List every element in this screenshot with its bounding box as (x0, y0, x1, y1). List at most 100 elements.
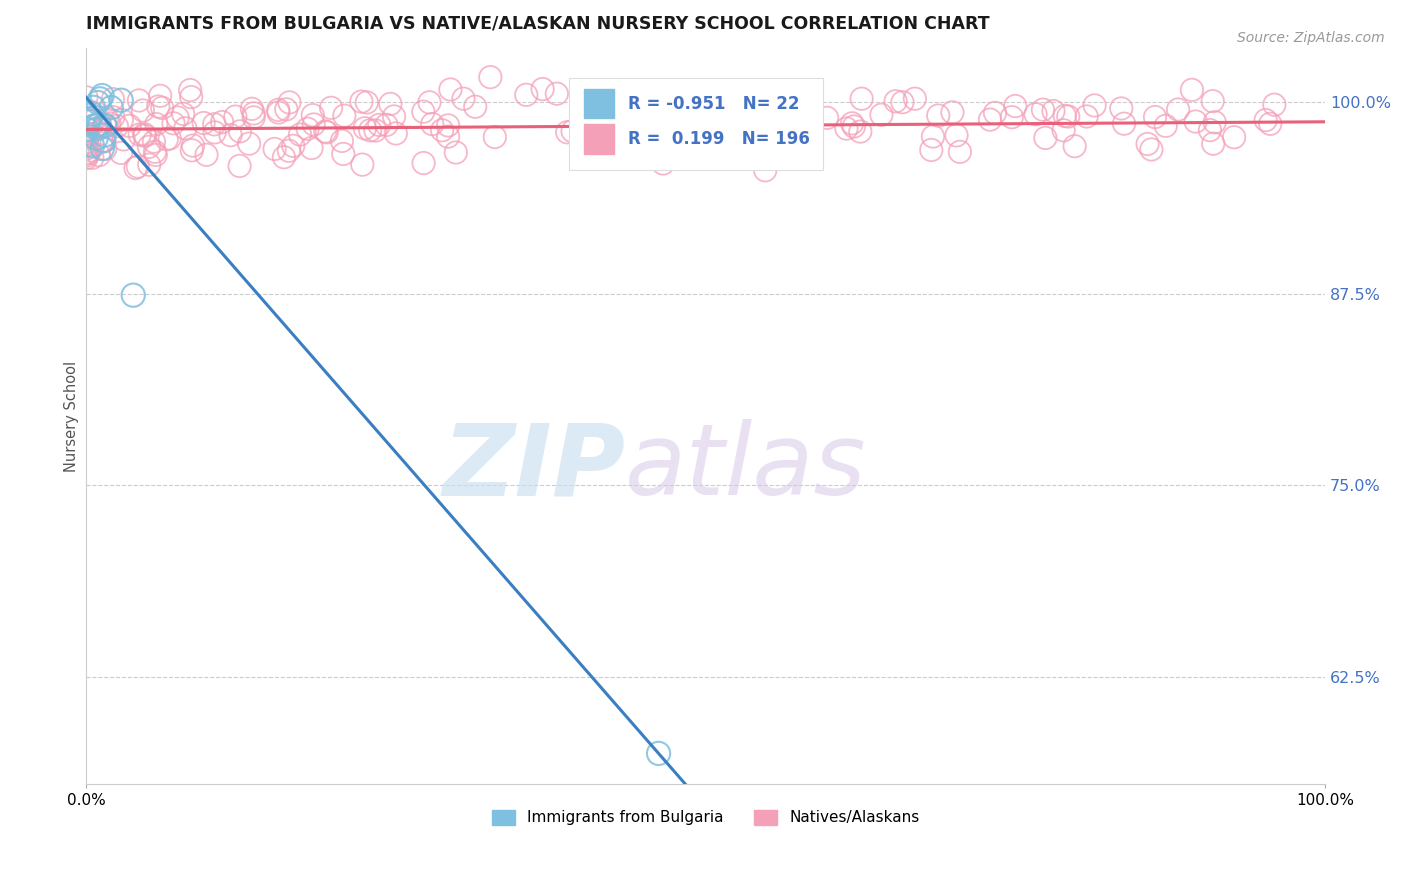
Point (710, 90, 733, 104)
Point (609, 96, 631, 111)
Point (128, 128, 150, 142)
Point (90, 134, 112, 148)
Point (96, 112, 118, 126)
Point (80, 119, 103, 133)
Point (412, 104, 434, 119)
Point (749, 95, 772, 109)
Point (79, 144, 101, 158)
Point (80, 104, 103, 119)
FancyBboxPatch shape (585, 124, 614, 153)
Point (283, 139, 305, 153)
Point (75, 90, 97, 104)
Point (87, 95, 110, 110)
Point (644, 143, 666, 157)
Point (211, 115, 233, 129)
Point (128, 94, 150, 108)
Point (1204, 115, 1226, 129)
Point (179, 83, 201, 97)
Point (87, 148, 110, 162)
Point (110, 93, 132, 107)
Point (172, 107, 194, 121)
Point (870, 108, 893, 122)
Point (945, 128, 967, 143)
Point (273, 150, 295, 164)
Point (142, 135, 165, 149)
Point (555, 125, 578, 139)
Point (654, 129, 676, 144)
Point (75, 108, 97, 122)
Point (82, 107, 104, 121)
Point (420, 117, 443, 131)
Point (1032, 103, 1054, 117)
Point (276, 103, 298, 117)
Point (174, 121, 197, 136)
Point (263, 142, 285, 156)
Point (793, 128, 815, 142)
Point (77, 146, 100, 161)
Point (332, 147, 354, 161)
Point (333, 109, 356, 123)
Point (76, 148, 98, 162)
Point (76, 136, 98, 150)
Point (979, 112, 1001, 127)
Point (1202, 136, 1225, 151)
Point (127, 160, 149, 174)
Point (1076, 110, 1098, 124)
Text: R =  0.199   N= 196: R = 0.199 N= 196 (627, 130, 810, 148)
Point (138, 140, 160, 154)
Point (479, 70, 502, 84)
Point (713, 121, 735, 136)
Point (180, 143, 202, 157)
Point (138, 158, 160, 172)
Point (1202, 94, 1225, 108)
Text: Source: ZipAtlas.com: Source: ZipAtlas.com (1237, 31, 1385, 45)
Point (89, 92, 111, 106)
Point (301, 141, 323, 155)
Point (1042, 104, 1064, 119)
Point (941, 105, 963, 120)
Point (444, 145, 467, 160)
Point (1263, 97, 1285, 112)
Point (77, 114, 100, 128)
Point (75, 131, 97, 145)
Point (638, 124, 661, 138)
Point (159, 131, 181, 145)
Point (105, 120, 128, 134)
Point (330, 134, 353, 148)
Point (76, 138, 98, 153)
Point (150, 101, 173, 115)
Point (437, 129, 460, 144)
Point (1111, 102, 1133, 116)
Point (758, 113, 780, 128)
Point (356, 95, 378, 110)
Point (1001, 110, 1024, 124)
Point (797, 105, 820, 120)
Point (145, 148, 167, 162)
Point (531, 82, 554, 96)
Point (453, 92, 475, 106)
Point (1181, 83, 1204, 97)
Point (439, 82, 461, 96)
Point (132, 103, 155, 118)
Point (122, 288, 145, 302)
Point (76, 122, 98, 136)
Point (101, 92, 124, 106)
Point (75, 135, 97, 149)
Point (77, 112, 100, 126)
Point (118, 119, 141, 133)
Point (228, 159, 250, 173)
Point (561, 124, 583, 138)
Point (1084, 98, 1107, 112)
Point (111, 113, 134, 128)
Point (851, 92, 873, 106)
Point (79, 114, 101, 128)
Point (1053, 109, 1076, 123)
Point (619, 137, 641, 152)
Point (350, 95, 373, 109)
Point (315, 125, 337, 139)
Point (352, 158, 374, 172)
Y-axis label: Nursery School: Nursery School (65, 360, 79, 472)
Point (1025, 107, 1047, 121)
Legend: Immigrants from Bulgaria, Natives/Alaskans: Immigrants from Bulgaria, Natives/Alaska… (485, 804, 925, 831)
Point (267, 105, 290, 120)
